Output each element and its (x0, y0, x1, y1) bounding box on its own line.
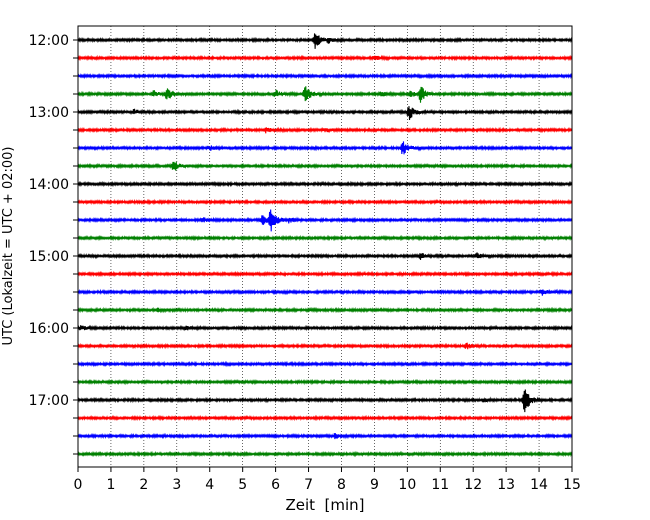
x-tick-label: 4 (205, 477, 214, 493)
trace-lines (77, 33, 573, 458)
trace-line (77, 389, 573, 413)
x-axis-ticks: 0 1 2 3 4 5 6 7 8 9 10 11 12 13 14 15 (74, 467, 581, 493)
x-tick-label: 2 (139, 477, 148, 493)
x-tick-label: 14 (530, 477, 548, 493)
trace-line (77, 33, 573, 49)
trace-line (77, 72, 573, 80)
x-tick-label: 1 (106, 477, 115, 493)
y-axis-label: UTC (Lokalzeit = UTC + 02:00) (1, 147, 16, 346)
trace-line (77, 126, 573, 134)
x-tick-label: 0 (74, 477, 83, 493)
x-tick-label: 12 (464, 477, 482, 493)
y-tick-label: 15:00 (29, 249, 69, 265)
trace-line (77, 198, 573, 206)
trace-line (77, 141, 573, 155)
trace-line (77, 360, 573, 368)
plot-background (78, 26, 572, 467)
x-tick-label: 7 (304, 477, 313, 493)
trace-line (77, 432, 573, 440)
y-tick-label: 12:00 (29, 33, 69, 49)
trace-line (77, 106, 573, 120)
x-tick-label: 10 (398, 477, 416, 493)
trace-line (77, 414, 573, 422)
x-tick-label: 3 (172, 477, 181, 493)
x-tick-label: 9 (370, 477, 379, 493)
y-tick-label: 16:00 (29, 321, 69, 337)
y-tick-label: 17:00 (29, 393, 69, 409)
x-tick-label: 13 (497, 477, 515, 493)
trace-line (77, 306, 573, 314)
trace-line (77, 378, 573, 386)
trace-line (77, 324, 573, 332)
trace-line (77, 450, 573, 458)
x-tick-label: 15 (563, 477, 581, 493)
trace-line (77, 342, 573, 350)
y-tick-label: 13:00 (29, 105, 69, 121)
trace-line (77, 54, 573, 62)
trace-line (77, 288, 573, 296)
y-tick-label: 14:00 (29, 177, 69, 193)
y-axis-ticks: 12:00 13:00 14:00 15:00 16:00 17:00 (29, 33, 78, 455)
trace-line (77, 180, 573, 188)
x-tick-label: 11 (431, 477, 449, 493)
trace-line (77, 86, 573, 103)
trace-line (77, 161, 573, 171)
trace-line (77, 252, 573, 260)
trace-line (77, 234, 573, 242)
x-tick-label: 6 (271, 477, 280, 493)
x-tick-label: 8 (337, 477, 346, 493)
trace-line (77, 209, 573, 232)
x-tick-label: 5 (238, 477, 247, 493)
x-axis-label: Zeit [min] (285, 496, 364, 514)
plot-frame (77, 25, 573, 468)
trace-line (77, 270, 573, 278)
